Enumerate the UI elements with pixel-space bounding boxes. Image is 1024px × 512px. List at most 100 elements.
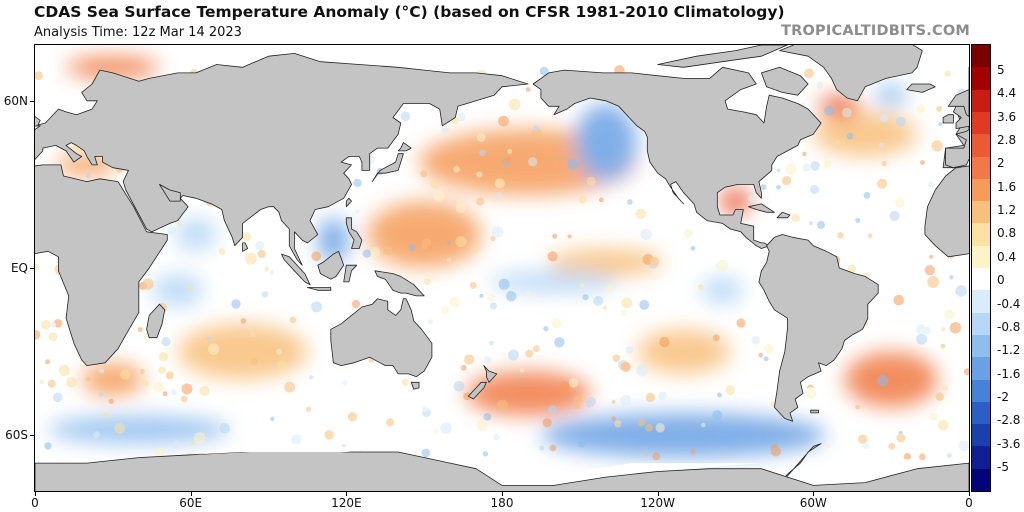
sst-speckle xyxy=(698,284,704,291)
sst-speckle xyxy=(612,354,621,363)
sst-speckle xyxy=(489,302,497,310)
sst-speckle xyxy=(896,433,906,443)
land-cuba xyxy=(748,203,775,213)
sst-speckle xyxy=(877,178,888,189)
sst-speckle xyxy=(507,149,513,154)
sst-speckle xyxy=(284,381,295,393)
sst-speckle xyxy=(98,392,104,397)
sst-speckle xyxy=(177,221,183,227)
sst-speckle xyxy=(763,356,769,362)
sst-speckle xyxy=(598,197,604,203)
sst-speckle xyxy=(655,423,665,433)
land-sumatra xyxy=(281,253,311,286)
sst-speckle xyxy=(602,305,608,310)
sst-speckle xyxy=(250,332,256,337)
source-watermark[interactable]: TROPICALTIDBITS.COM xyxy=(781,23,970,39)
sst-speckle xyxy=(180,395,188,403)
sst-speckle xyxy=(810,185,819,194)
sst-speckle xyxy=(611,416,617,422)
sst-speckle xyxy=(199,385,210,397)
sst-speckle xyxy=(586,401,593,408)
sst-speckle xyxy=(725,385,736,395)
lon-label: 0 xyxy=(965,496,973,510)
sst-speckle xyxy=(858,434,868,444)
anomaly-western-pacific-warm xyxy=(367,201,482,268)
land-tasmania xyxy=(410,381,420,390)
sst-speckle xyxy=(362,249,371,258)
sst-speckle xyxy=(386,418,395,427)
lat-label: EQ xyxy=(10,261,28,275)
sst-speckle xyxy=(627,199,633,205)
sst-speckle xyxy=(370,247,381,257)
sst-speckle xyxy=(408,244,416,252)
sst-speckle xyxy=(748,194,757,203)
sst-speckle xyxy=(620,394,632,406)
sst-speckle xyxy=(446,241,451,246)
sst-speckle xyxy=(846,132,854,140)
land-sri-lanka xyxy=(242,242,249,252)
sst-speckle xyxy=(855,404,861,410)
sst-speckle xyxy=(264,266,269,272)
land-sulawesi xyxy=(343,264,358,283)
sst-speckle xyxy=(434,428,439,434)
anomaly-peru-cool xyxy=(701,276,744,305)
sst-speckle xyxy=(35,263,39,272)
colorbar-segment xyxy=(972,89,990,113)
sst-speckle xyxy=(41,320,51,330)
land-north-america xyxy=(532,66,822,249)
land-uk xyxy=(35,116,41,127)
sst-speckle xyxy=(935,392,945,401)
sst-speckle xyxy=(421,406,428,413)
sst-speckle xyxy=(938,419,949,431)
analysis-time: Analysis Time: 12z Mar 14 2023 xyxy=(34,25,242,40)
sst-speckle xyxy=(855,217,861,223)
sea-ice-1 xyxy=(502,463,762,478)
sst-speckle xyxy=(528,157,538,167)
land-philippines xyxy=(345,217,363,249)
sst-speckle xyxy=(867,233,873,238)
sst-speckle xyxy=(519,367,525,373)
lat-tick xyxy=(30,100,35,102)
sst-speckle xyxy=(45,359,51,365)
sst-speckle xyxy=(947,453,952,458)
sst-speckle xyxy=(940,343,946,349)
sst-speckle xyxy=(942,385,948,391)
sst-speckle xyxy=(47,379,56,388)
sst-speckle xyxy=(632,413,637,419)
sst-speckle xyxy=(53,319,63,328)
land-eurasia-main xyxy=(35,52,529,266)
sst-speckle xyxy=(916,324,926,334)
sst-speckle xyxy=(441,126,449,135)
colorbar-segment xyxy=(972,268,990,291)
sst-speckle xyxy=(637,418,645,427)
colorbar-segment xyxy=(972,401,990,425)
sst-speckle xyxy=(645,423,654,432)
anomaly-northeast-pacific-cool xyxy=(574,103,637,182)
colorbar-segment xyxy=(972,245,990,269)
sst-speckle xyxy=(154,447,165,458)
sst-speckle xyxy=(659,336,670,348)
colorbar-segment xyxy=(972,357,990,380)
sst-speckle xyxy=(549,444,557,452)
sst-speckle xyxy=(808,221,814,226)
sst-speckle xyxy=(620,309,628,317)
land-java xyxy=(306,287,332,291)
land-taiwan xyxy=(345,197,352,208)
sst-speckle xyxy=(490,236,496,242)
lon-label: 120W xyxy=(640,496,676,510)
sst-speckle xyxy=(826,443,831,448)
land-borneo xyxy=(317,250,345,280)
sst-speckle xyxy=(593,295,604,306)
colorbar-tick-label: 1.6 xyxy=(997,179,1017,194)
land-uk xyxy=(953,105,969,129)
colorbar-segment xyxy=(972,223,990,247)
land-south-america xyxy=(758,234,879,422)
sst-speckle xyxy=(863,191,871,199)
sst-speckle xyxy=(453,380,465,392)
sst-speckle xyxy=(476,419,488,431)
colorbar-segment xyxy=(972,312,990,336)
sst-speckle xyxy=(824,105,835,116)
sst-anomaly-map[interactable] xyxy=(34,44,970,492)
lon-label: 180 xyxy=(490,496,514,510)
land-japan xyxy=(371,153,404,183)
